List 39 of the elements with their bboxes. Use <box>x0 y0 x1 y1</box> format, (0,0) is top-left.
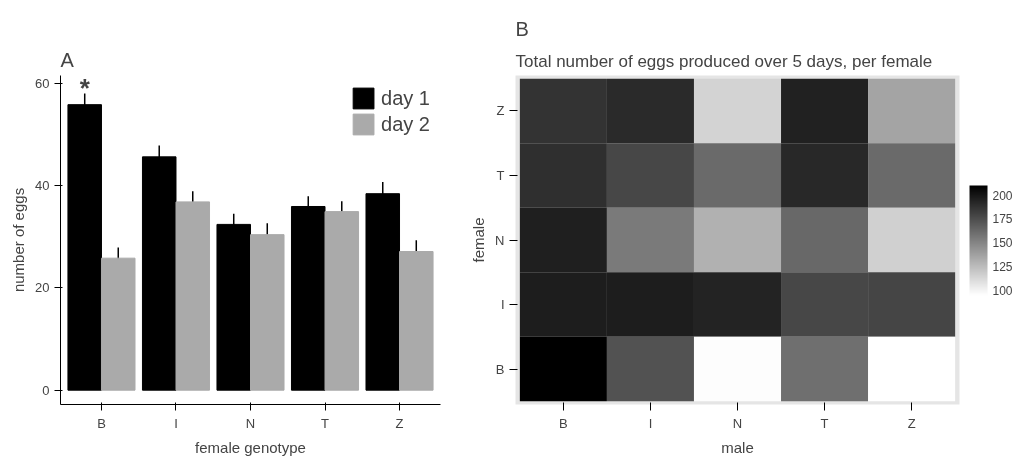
y-tick-label: 20 <box>35 280 50 296</box>
y-axis-title: number of eggs <box>10 187 28 293</box>
x-tick-label: T <box>820 415 829 431</box>
y-tick-label: 40 <box>35 178 50 194</box>
color-bar-label: 150 <box>992 236 1013 251</box>
x-axis-title: male <box>721 438 754 456</box>
bar <box>399 251 434 391</box>
bar <box>100 257 136 391</box>
bar <box>250 234 285 391</box>
color-bar-label: 175 <box>992 212 1013 227</box>
bar <box>175 201 211 391</box>
x-tick-label: I <box>174 415 178 431</box>
y-tick-label: 0 <box>42 382 50 398</box>
x-tick-label: Z <box>907 415 916 431</box>
y-tick-label: T <box>496 167 505 183</box>
x-tick-label: I <box>648 415 653 431</box>
legend-label: day 2 <box>381 112 430 136</box>
y-tick-label: B <box>495 361 505 377</box>
chart-title: A <box>60 48 75 71</box>
color-bar-label: 100 <box>992 284 1013 299</box>
legend-label: day 1 <box>381 86 430 110</box>
x-tick-label: N <box>245 415 256 431</box>
x-tick-label: Z <box>395 415 404 431</box>
y-tick-label: N <box>495 232 505 248</box>
bar <box>324 211 360 391</box>
y-axis-title: female <box>470 217 488 263</box>
color-bar-label: 200 <box>992 188 1013 203</box>
x-tick-label: B <box>559 415 568 431</box>
chart-title: B <box>515 17 529 40</box>
y-tick-label: 60 <box>35 75 50 91</box>
x-axis-title: female genotype <box>195 438 306 456</box>
annotation: * <box>79 73 91 104</box>
chart-subtitle: Total number of eggs produced over 5 days, per female <box>515 51 933 71</box>
x-tick-label: N <box>732 415 743 431</box>
y-tick-label: Z <box>496 103 505 119</box>
x-tick-label: B <box>97 415 106 431</box>
color-bar-label: 125 <box>992 260 1013 275</box>
x-tick-label: T <box>321 415 330 431</box>
y-tick-label: I <box>500 297 505 313</box>
